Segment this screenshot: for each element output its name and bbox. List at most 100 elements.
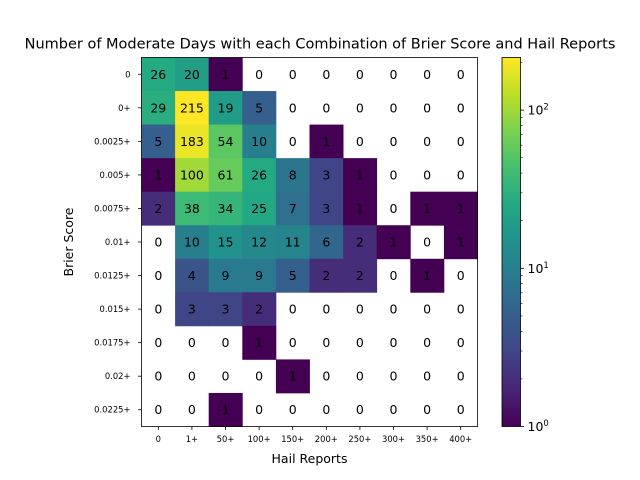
cell-value-label: 26 <box>150 67 166 82</box>
cell-value-label: 0 <box>289 402 297 417</box>
cell-value-label: 0 <box>255 402 263 417</box>
heatmap-cell <box>175 225 210 260</box>
cell-value-label: 3 <box>188 302 196 317</box>
cell-value-label: 0 <box>322 369 330 384</box>
cell-value-label: 0 <box>390 67 398 82</box>
cell-value-label: 0 <box>322 335 330 350</box>
cell-value-label: 0 <box>457 167 465 182</box>
colorbar-ticks: 100 101 102 <box>520 62 549 434</box>
cell-value-label: 2 <box>322 268 330 283</box>
heatmap-cell <box>175 158 210 193</box>
heatmap-cell <box>242 225 277 260</box>
colorbar-tick-label: 100 <box>528 419 549 434</box>
heatmap-cell <box>242 258 277 293</box>
heatmap-cell <box>141 91 176 125</box>
cell-value-label: 0 <box>423 134 431 149</box>
cell-value-label: 3 <box>322 167 330 182</box>
cell-value-label: 0 <box>154 402 162 417</box>
cell-value-label: 6 <box>322 235 330 250</box>
heatmap-cell <box>242 158 277 193</box>
cell-value-label: 0 <box>188 335 196 350</box>
heatmap-cell <box>343 225 378 260</box>
cell-value-label: 3 <box>222 302 230 317</box>
cell-value-label: 7 <box>289 201 297 216</box>
cell-value-label: 0 <box>356 402 364 417</box>
heatmap-cell-labels: 26 20 1 0 0 0 0 0 0 029 215 19 5 0 0 0 0 0 05 183 54 10 0 1 0 0 0 0… <box>150 67 464 417</box>
cell-value-label: 1 <box>457 235 465 250</box>
heatmap-cell <box>410 191 445 226</box>
heatmap-cell <box>208 57 243 92</box>
heatmap-cell <box>208 124 243 159</box>
cell-value-label: 15 <box>218 235 234 250</box>
colorbar-gradient <box>502 57 521 427</box>
heatmap-cell <box>343 191 378 226</box>
cell-value-label: 1 <box>289 369 297 384</box>
cell-value-label: 0 <box>457 134 465 149</box>
cell-value-label: 0 <box>390 100 398 115</box>
cell-value-label: 26 <box>251 167 267 182</box>
heatmap-cell <box>175 191 210 226</box>
cell-value-label: 3 <box>322 201 330 216</box>
cell-value-label: 20 <box>184 67 200 82</box>
heatmap-cell <box>242 325 277 360</box>
heatmap-cell <box>208 91 243 125</box>
cell-value-label: 0 <box>390 335 398 350</box>
cell-value-label: 0 <box>154 302 162 317</box>
heatmap-cell <box>208 225 243 260</box>
x-tick-label: 1+ <box>186 434 198 444</box>
cell-value-label: 25 <box>251 201 267 216</box>
y-tick-label: 0.0225+ <box>94 405 130 415</box>
heatmap-cell <box>208 392 243 427</box>
cell-value-label: 0 <box>423 67 431 82</box>
x-tick-label: 200+ <box>315 434 338 444</box>
cell-value-label: 0 <box>457 67 465 82</box>
heatmap-cell <box>410 258 445 293</box>
cell-value-label: 0 <box>457 335 465 350</box>
cell-value-label: 8 <box>289 167 297 182</box>
cell-value-label: 1 <box>423 268 431 283</box>
heatmap-cell <box>175 258 210 293</box>
cell-value-label: 9 <box>255 268 263 283</box>
cell-value-label: 0 <box>356 335 364 350</box>
cell-value-label: 1 <box>322 134 330 149</box>
y-tick-label: 0.005+ <box>100 170 131 180</box>
cell-value-label: 0 <box>154 268 162 283</box>
cell-value-label: 0 <box>356 302 364 317</box>
heatmap-cell <box>242 292 277 327</box>
cell-value-label: 0 <box>255 67 263 82</box>
cell-value-label: 0 <box>154 235 162 250</box>
cell-value-label: 0 <box>423 402 431 417</box>
heatmap-cell <box>141 158 176 193</box>
heatmap-cell <box>275 191 310 226</box>
cell-value-label: 1 <box>390 235 398 250</box>
y-axis-label: Brier Score <box>61 207 76 276</box>
cell-value-label: 0 <box>255 369 263 384</box>
cell-value-label: 2 <box>356 268 364 283</box>
cell-value-label: 9 <box>222 268 230 283</box>
heatmap-cell <box>208 158 243 193</box>
cell-value-label: 2 <box>154 201 162 216</box>
cell-value-label: 0 <box>356 134 364 149</box>
cell-value-label: 0 <box>423 302 431 317</box>
cell-value-label: 1 <box>222 402 230 417</box>
heatmap-cell <box>175 57 210 92</box>
cell-value-label: 0 <box>457 100 465 115</box>
cell-value-label: 0 <box>457 369 465 384</box>
cell-value-label: 0 <box>390 302 398 317</box>
y-tick-label: 0 <box>125 69 130 79</box>
cell-value-label: 1 <box>255 335 263 350</box>
cell-value-label: 10 <box>184 235 200 250</box>
x-tick-label: 350+ <box>416 434 439 444</box>
cell-value-label: 0 <box>356 100 364 115</box>
heatmap-cell <box>141 191 176 226</box>
heatmap-cell <box>275 359 310 394</box>
cell-value-label: 2 <box>356 235 364 250</box>
cell-value-label: 0 <box>289 302 297 317</box>
heatmap-cell <box>376 225 411 260</box>
cell-value-label: 5 <box>289 268 297 283</box>
cell-value-label: 5 <box>154 134 162 149</box>
cell-value-label: 0 <box>188 402 196 417</box>
heatmap-cell <box>175 91 210 125</box>
cell-value-label: 1 <box>457 201 465 216</box>
cell-value-label: 183 <box>180 134 204 149</box>
